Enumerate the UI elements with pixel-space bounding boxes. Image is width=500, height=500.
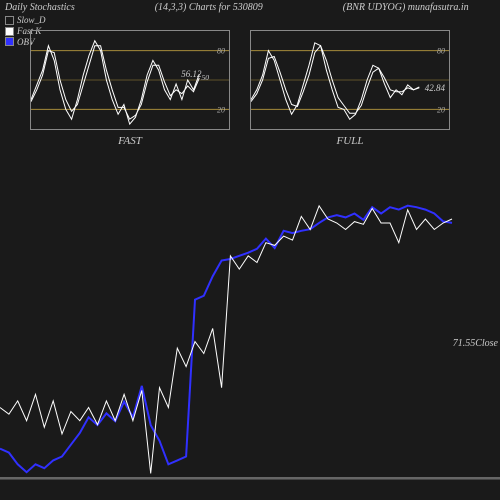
svg-text:80: 80 [217, 47, 225, 56]
main-chart [0, 170, 500, 500]
mini-label-fast: FAST [118, 135, 142, 147]
value-fast: 56.1250 [181, 69, 209, 82]
mini-chart-full: 2080 FULL 42.84 [250, 30, 450, 130]
svg-text:80: 80 [437, 47, 445, 56]
legend-box-slowd [5, 16, 14, 25]
mini-chart-fast: 2080 FAST 56.1250 [30, 30, 230, 130]
params: (14,3,3) Charts for 530809 [155, 2, 263, 13]
stochastic-full-svg: 2080 [251, 31, 449, 129]
svg-text:20: 20 [217, 105, 225, 114]
svg-text:20: 20 [437, 105, 445, 114]
title: Daily Stochastics [5, 2, 75, 13]
chart-header: Daily Stochastics (14,3,3) Charts for 53… [0, 0, 500, 15]
baseline [0, 477, 500, 480]
mini-charts: 2080 FAST 56.1250 2080 FULL 42.84 [0, 15, 500, 130]
legend-box-obv [5, 37, 14, 46]
legend-label: Slow_D [17, 15, 46, 26]
value-full: 42.84 [425, 83, 445, 93]
mini-label-full: FULL [337, 135, 364, 147]
right-text: (BNR UDYOG) munafasutra.in [343, 2, 469, 13]
close-label: 71.55Close [453, 338, 498, 349]
main-svg [0, 170, 500, 500]
legend-box-fastk [5, 27, 14, 36]
